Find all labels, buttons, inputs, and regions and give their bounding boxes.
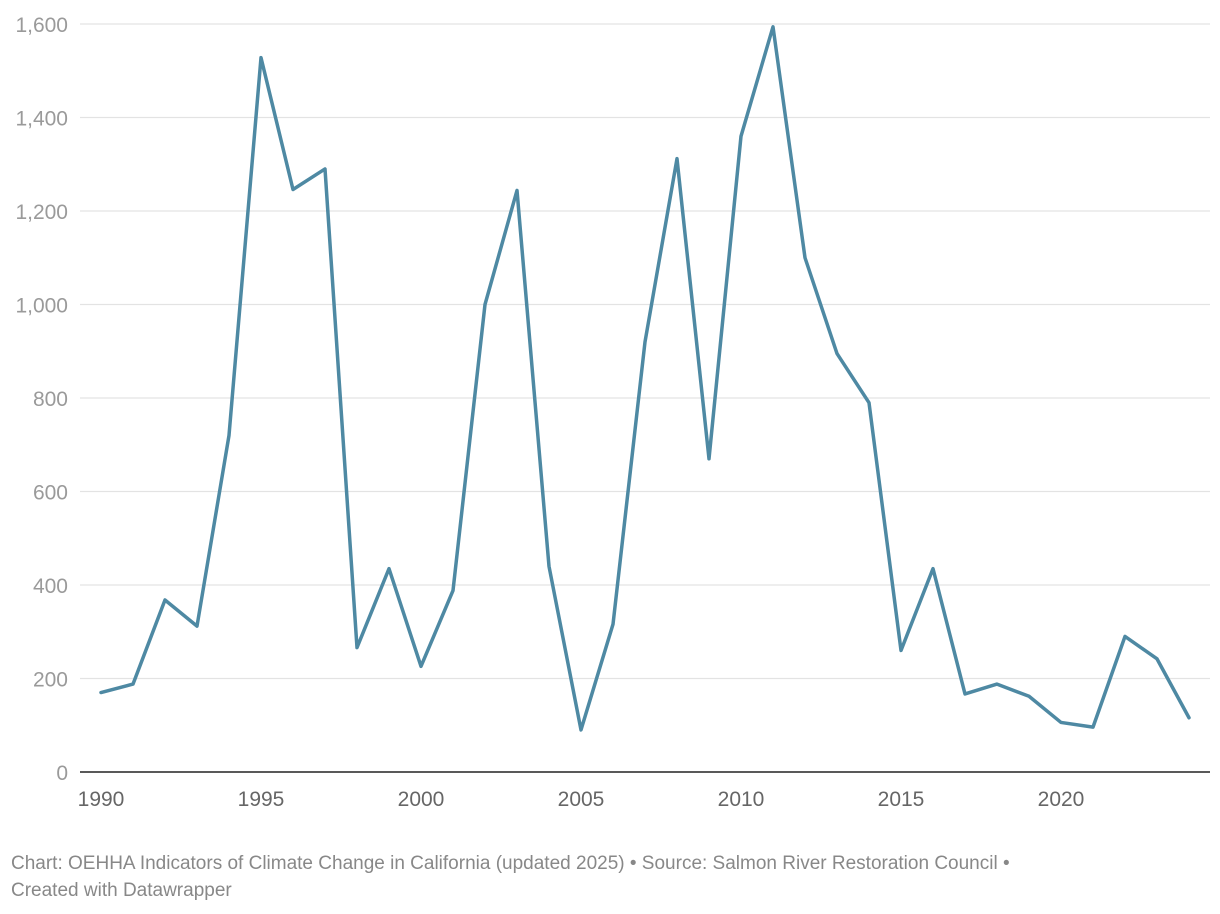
y-tick-label: 800 [33,388,68,411]
y-tick-label: 0 [56,762,68,785]
gridlines [80,23,1210,680]
x-axis-tick-labels: 1990 1995 2000 2005 2010 2015 2020 [78,788,1085,811]
x-tick-label: 2015 [878,788,925,811]
y-tick-label: 200 [33,669,68,692]
y-tick-label: 400 [33,575,68,598]
y-tick-label: 1,400 [15,108,68,131]
y-tick-label: 1,200 [15,201,68,224]
series-line [99,25,1191,732]
chart-footer: Chart: OEHHA Indicators of Climate Chang… [11,850,1201,904]
x-tick-label: 2020 [1038,788,1085,811]
y-tick-label: 600 [33,482,68,505]
x-tick-label: 2000 [398,788,445,811]
footer-credit-line: Chart: OEHHA Indicators of Climate Chang… [11,853,1010,874]
x-tick-label: 2010 [718,788,765,811]
x-tick-label: 1990 [78,788,125,811]
y-axis-tick-labels: 0 200 400 600 800 1,000 1,200 1,400 1,600 [15,14,68,785]
x-tick-label: 2005 [558,788,605,811]
series-lines [99,25,1191,732]
y-tick-label: 1,600 [15,14,68,37]
footer-datawrapper-line: Created with Datawrapper [11,880,232,901]
data-points [99,25,1191,732]
x-tick-label: 1995 [238,788,285,811]
y-tick-label: 1,000 [15,295,68,318]
